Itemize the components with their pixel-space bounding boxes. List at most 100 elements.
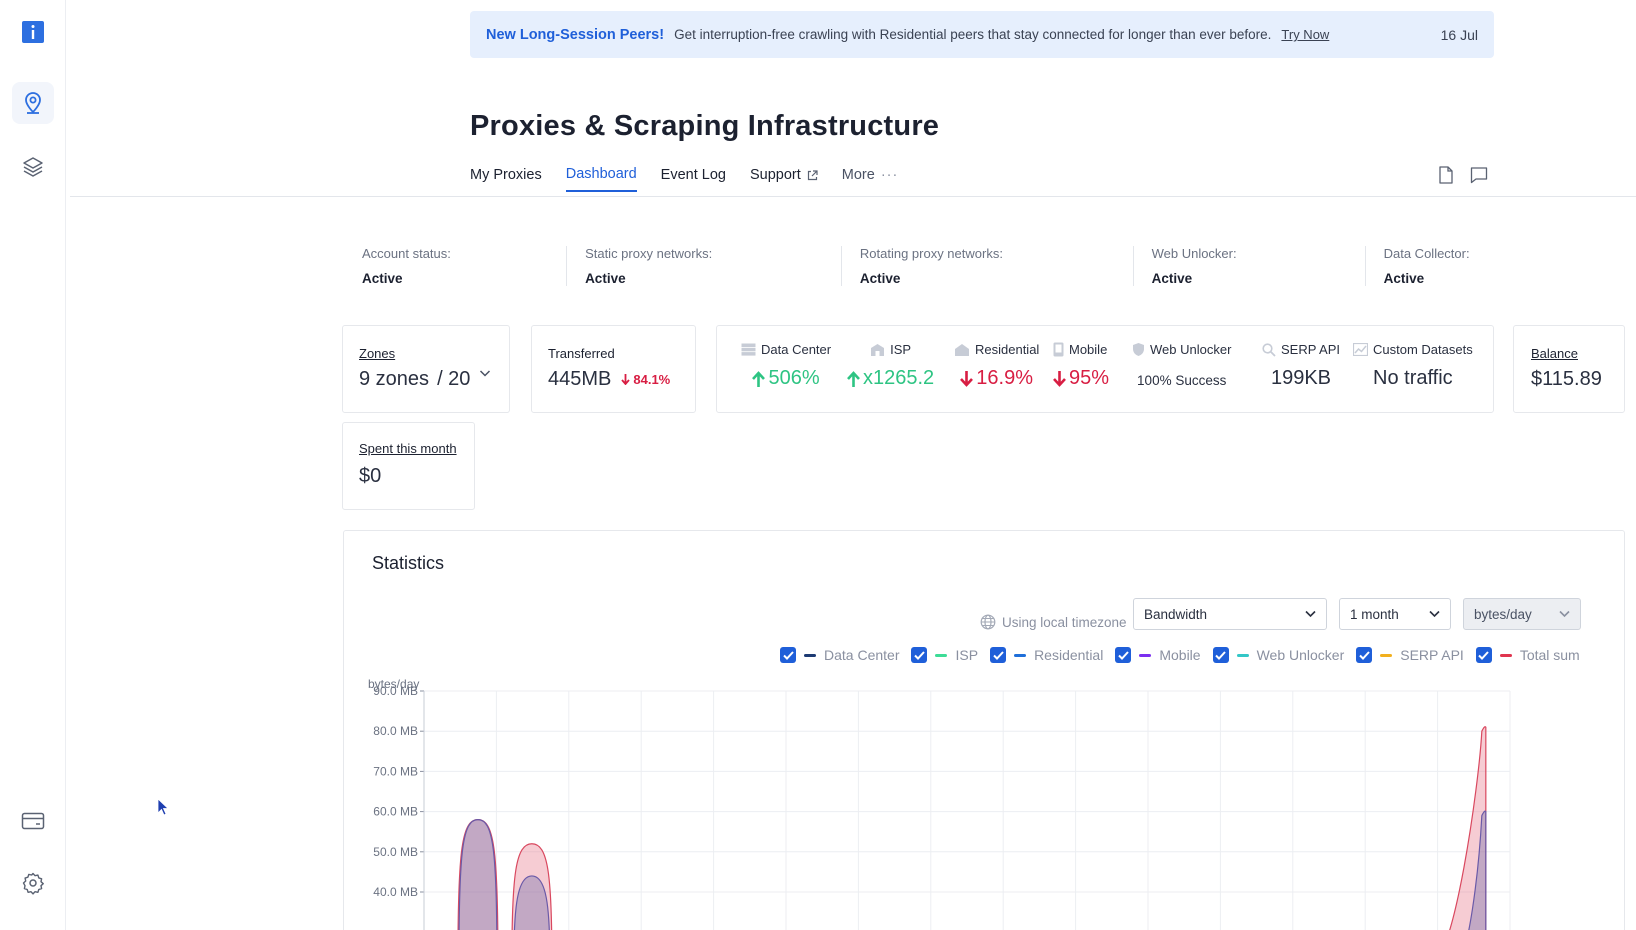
metric-select[interactable]: Bandwidth [1133,598,1327,630]
balance-card[interactable]: Balance $115.89 [1513,325,1625,413]
building-icon [871,343,885,356]
status-label: Rotating proxy networks: [859,246,1003,261]
network-value: 100% Success [1137,373,1227,388]
network-name: Data Center [761,342,832,357]
tab-event-log[interactable]: Event Log [661,166,726,192]
legend-label: Total sum [1519,647,1580,663]
network-custom-datasets[interactable]: Custom Datasets No traffic [1353,342,1473,390]
y-tick-label: 50.0 MB [373,845,418,859]
shield-icon [1133,343,1144,356]
status-value: Active [362,271,403,286]
chevron-down-icon [1559,610,1570,618]
network-mobile[interactable]: Mobile 95% [1053,342,1109,390]
spent-label[interactable]: Spent this month [359,441,457,456]
legend-checkbox[interactable] [911,647,928,663]
spent-value: $0 [359,465,382,487]
legend-checkbox[interactable] [1356,647,1373,663]
unit-select-value: bytes/day [1474,606,1532,622]
unit-select[interactable]: bytes/day [1463,598,1581,630]
legend-item[interactable]: ISP [911,647,978,663]
network-data-center[interactable]: Data Center 506% [741,342,831,390]
document-icon[interactable] [1438,166,1454,184]
page-title: Proxies & Scraping Infrastructure [470,110,940,142]
mobile-icon [1053,342,1064,357]
transferred-value: 445MB [548,368,612,390]
tab-dashboard[interactable]: Dashboard [565,166,637,192]
period-select[interactable]: 1 month [1339,598,1451,630]
period-select-value: 1 month [1350,606,1399,622]
y-tick-label: 60.0 MB [373,805,418,819]
try-now-link[interactable]: Try Now [1281,27,1330,42]
tab-label: My Proxies [470,167,542,183]
globe-icon [980,614,996,630]
timezone-note: Using local timezone [980,614,1127,630]
tab-label: Event Log [660,167,726,183]
status-label: Static proxy networks: [585,246,713,261]
network-web-unlocker[interactable]: Web Unlocker 100% Success [1132,342,1231,388]
gear-icon[interactable] [12,862,54,904]
info-icon[interactable] [12,11,54,53]
layers-icon[interactable] [12,146,54,188]
network-isp[interactable]: ISP x1265.2 [847,342,934,390]
network-name: SERP API [1281,342,1341,357]
network-value: 16.9% [976,367,1034,389]
y-tick-label: 90.0 MB [373,684,418,698]
legend-item[interactable]: SERP API [1356,647,1464,663]
tab-label: Support [749,167,801,183]
legend-swatch [1236,653,1249,657]
arrow-down-icon [1053,370,1066,387]
mobile-area[interactable] [1457,810,1487,930]
chat-icon[interactable] [1470,166,1488,184]
network-value: x1265.2 [863,367,935,389]
zones-card[interactable]: Zones 9 zones / 20 [342,325,510,413]
legend-item[interactable]: Total sum [1475,647,1580,663]
chevron-down-icon [1429,610,1440,618]
banner-text: Get interruption-free crawling with Resi… [674,27,1272,42]
status-label: Data Collector: [1383,246,1470,261]
sidebar [0,0,66,930]
legend-item[interactable]: Data Center [780,647,899,663]
tab-support[interactable]: Support [750,166,818,192]
spent-card[interactable]: Spent this month $0 [342,422,475,510]
legend-label: Data Center [824,647,900,663]
tab-my-proxies[interactable]: My Proxies [470,166,542,192]
status-value: Active [1383,271,1425,286]
network-residential[interactable]: Residential 16.9% [954,342,1039,390]
legend-item[interactable]: Mobile [1115,647,1201,663]
tab-more[interactable]: More ··· [842,166,899,192]
zones-label[interactable]: Zones [359,346,396,361]
arrow-up-icon [847,370,860,387]
mobile-area[interactable] [513,875,550,930]
balance-label[interactable]: Balance [1531,346,1578,361]
chevron-down-icon [1305,610,1316,618]
metric-select-value: Bandwidth [1144,606,1208,622]
network-value: 95% [1069,367,1110,389]
rotating-proxy-status: Rotating proxy networks: Active [840,246,1133,286]
legend-label: Web Unlocker [1256,647,1345,663]
mobile-area[interactable] [458,819,498,930]
network-serp-api[interactable]: SERP API 199KB [1262,342,1340,390]
chevron-down-icon[interactable] [479,368,491,378]
y-tick-label: 80.0 MB [373,724,418,738]
billing-card-icon[interactable] [12,800,54,842]
legend-checkbox[interactable] [1115,647,1132,663]
legend-item[interactable]: Residential [990,647,1103,663]
status-value: Active [585,271,626,286]
mouse-cursor-icon [157,798,169,816]
transferred-change: 84.1% [633,372,671,387]
announcement-banner: New Long-Session Peers! Get interruption… [470,11,1494,58]
legend-swatch [1499,653,1512,657]
legend-checkbox[interactable] [1475,647,1492,663]
legend-checkbox[interactable] [780,647,796,663]
transferred-card: Transferred 445MB 84.1% [531,325,696,413]
networks-card: Data Center 506% ISP x1265.2 Residential… [716,325,1494,413]
network-name: Residential [975,342,1040,357]
legend-checkbox[interactable] [990,647,1007,663]
account-status-row: Account status: Active Static proxy netw… [344,246,1524,286]
home-icon [955,343,969,356]
legend-item[interactable]: Web Unlocker [1212,647,1345,663]
legend-checkbox[interactable] [1212,647,1229,663]
total-sum-area[interactable] [511,843,553,930]
network-name: Custom Datasets [1373,342,1473,357]
location-pin-icon[interactable] [12,82,54,124]
